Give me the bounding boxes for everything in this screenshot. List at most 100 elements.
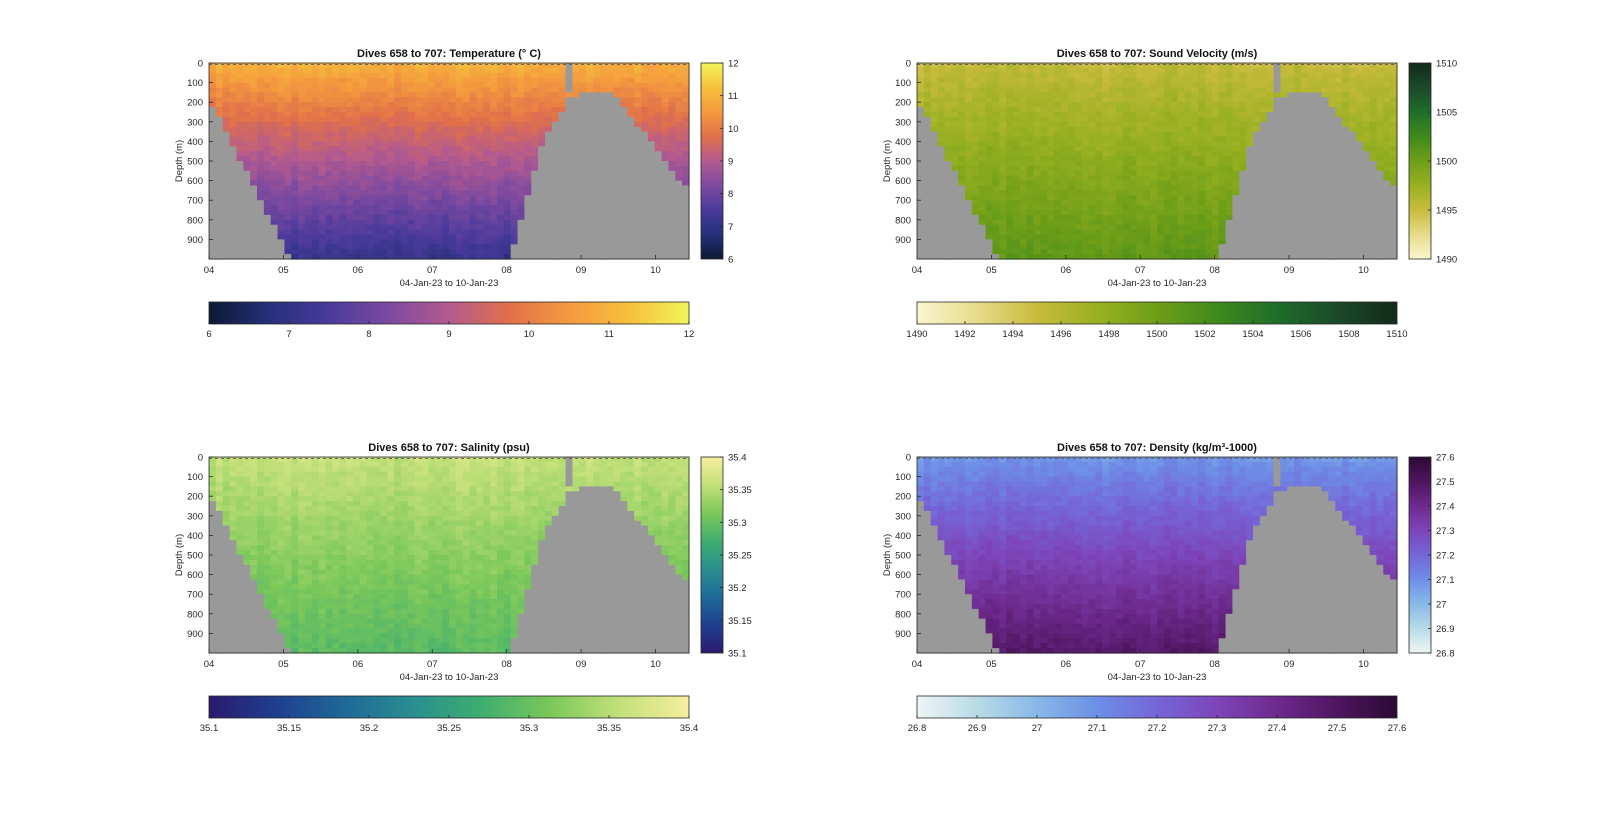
heatmap-cell (944, 141, 952, 147)
heatmap-cell (965, 224, 973, 231)
heatmap-cell (353, 234, 361, 240)
heatmap-cell (579, 180, 587, 187)
colorbar-tick-label: 9 (728, 157, 733, 168)
heatmap-cell (414, 239, 423, 245)
heatmap-cell (551, 190, 560, 196)
heatmap-cell (428, 224, 436, 231)
heatmap-cell (606, 126, 615, 133)
heatmap-cell (1136, 151, 1144, 157)
heatmap-cell (538, 195, 546, 201)
heatmap-cell (462, 200, 471, 206)
heatmap-cell (1246, 77, 1254, 84)
heatmap-cell (641, 151, 649, 157)
heatmap-cell (613, 156, 622, 162)
heatmap-cell (524, 185, 532, 191)
heatmap-cell (209, 185, 217, 191)
heatmap-cell (586, 77, 594, 84)
heatmap-cell (277, 219, 286, 226)
heatmap-cell (483, 180, 491, 187)
heatmap-cell (270, 195, 279, 201)
heatmap-cell (469, 239, 478, 245)
heatmap-cell (311, 141, 320, 147)
heatmap-cell (1013, 107, 1021, 113)
heatmap-cell (1273, 229, 1282, 236)
heatmap-cell (325, 136, 334, 142)
heatmap-cell (428, 214, 436, 221)
heatmap-cell (277, 67, 286, 74)
heatmap-cell (565, 107, 574, 113)
heatmap-cell (572, 234, 580, 240)
heatmap-cell (1177, 249, 1186, 255)
heatmap-cell (572, 131, 580, 138)
heatmap-cell (606, 165, 615, 172)
heatmap-cell (353, 146, 361, 152)
heatmap-cell (620, 63, 628, 69)
heatmap-cell (359, 254, 368, 260)
heatmap-cell (538, 136, 546, 142)
heatmap-cell (586, 200, 594, 206)
heatmap-cell (503, 180, 512, 187)
heatmap-cell (215, 244, 224, 250)
heatmap-cell (965, 205, 973, 211)
heatmap-cell (1026, 224, 1035, 231)
heatmap-cell (641, 161, 649, 167)
heatmap-cell (1232, 214, 1240, 221)
heatmap-cell (428, 116, 436, 123)
heatmap-cell (647, 112, 656, 118)
heatmap-cell (490, 102, 498, 108)
heatmap-cell (1067, 219, 1076, 226)
heatmap-cell (490, 72, 498, 79)
heatmap-cell (951, 214, 959, 221)
heatmap-cell (675, 210, 683, 216)
heatmap-cell (263, 180, 272, 187)
heatmap-cell (414, 116, 423, 123)
heatmap-cell (1136, 102, 1144, 108)
heatmap-cell (291, 219, 299, 226)
heatmap-cell (654, 146, 663, 152)
heatmap-cell (627, 210, 635, 216)
heatmap-cell (627, 254, 635, 260)
heatmap-cell (263, 190, 272, 196)
heatmap-cell (332, 224, 340, 231)
heatmap-cell (1006, 254, 1014, 260)
heatmap-cell (332, 161, 340, 167)
heatmap-cell (1074, 254, 1083, 260)
heatmap-cell (999, 214, 1007, 221)
heatmap-cell (305, 92, 313, 98)
heatmap-cell (606, 170, 615, 177)
heatmap-cell (353, 102, 361, 108)
heatmap-cell (1198, 102, 1206, 108)
heatmap-cell (1253, 156, 1261, 162)
heatmap-cell (937, 244, 946, 250)
heatmap-cell (1013, 77, 1021, 84)
heatmap-cell (1211, 161, 1220, 167)
heatmap-cell (339, 190, 347, 196)
heatmap-cell (510, 180, 519, 187)
heatmap-cell (613, 97, 622, 103)
heatmap-cell (1246, 200, 1254, 206)
heatmap-cell (620, 121, 628, 128)
heatmap-cell (497, 165, 505, 172)
heatmap-cell (944, 146, 952, 152)
heatmap-cell (930, 77, 939, 84)
heatmap-cell (613, 72, 622, 79)
heatmap-cell (965, 77, 973, 84)
heatmap-cell (944, 107, 952, 113)
heatmap-cell (1253, 121, 1261, 128)
heatmap-cell (985, 141, 994, 147)
heatmap-cell (353, 112, 361, 118)
heatmap-cell (1205, 67, 1213, 74)
heatmap-cell (277, 249, 286, 255)
heatmap-cell (1211, 190, 1220, 196)
heatmap-cell (407, 170, 416, 177)
heatmap-cell (531, 146, 539, 152)
heatmap-cell (917, 249, 925, 255)
heatmap-cell (263, 175, 272, 182)
heatmap-cell (992, 219, 1000, 226)
heatmap-cell (558, 190, 567, 196)
heatmap-cell (1095, 190, 1103, 196)
heatmap-cell (682, 165, 690, 172)
heatmap-cell (332, 141, 340, 147)
heatmap-cell (661, 224, 670, 231)
heatmap-cell (999, 205, 1007, 211)
